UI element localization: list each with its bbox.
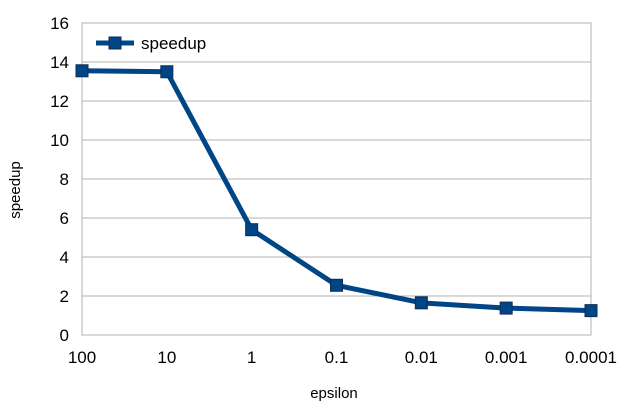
x-axis-tick-labels: 100 10 1 0.1 0.01 0.001 0.0001 xyxy=(68,348,617,367)
x-tick-label: 1 xyxy=(247,348,256,367)
y-axis-tick-labels: 0 2 4 6 8 10 12 14 16 xyxy=(50,14,69,345)
y-tick-label: 4 xyxy=(60,248,69,267)
series-group xyxy=(75,64,598,318)
x-tick-label: 0.1 xyxy=(325,348,349,367)
y-tick-label: 16 xyxy=(50,14,69,33)
x-tick-label: 100 xyxy=(68,348,96,367)
y-tick-label: 14 xyxy=(50,53,69,72)
data-point-marker xyxy=(499,301,513,315)
y-tick-label: 0 xyxy=(60,326,69,345)
data-point-marker xyxy=(414,296,428,310)
x-tick-label: 0.01 xyxy=(405,348,438,367)
data-point-marker xyxy=(584,304,598,318)
x-axis-title: epsilon xyxy=(310,385,358,402)
y-tick-label: 8 xyxy=(60,170,69,189)
x-tick-label: 0.0001 xyxy=(565,348,617,367)
data-point-marker xyxy=(75,64,89,78)
y-tick-label: 2 xyxy=(60,287,69,306)
y-tick-label: 12 xyxy=(50,92,69,111)
x-tick-label: 10 xyxy=(157,348,176,367)
legend: speedup xyxy=(96,34,206,53)
plot-area-border xyxy=(81,22,592,336)
data-point-marker xyxy=(245,223,259,237)
data-point-marker xyxy=(160,65,174,79)
y-tick-label: 10 xyxy=(50,131,69,150)
legend-marker-swatch xyxy=(108,36,122,50)
data-point-marker xyxy=(330,278,343,292)
x-tick-label: 0.001 xyxy=(485,348,528,367)
y-axis-title: speedup xyxy=(7,161,24,219)
y-tick-label: 6 xyxy=(60,209,69,228)
legend-label: speedup xyxy=(141,34,206,53)
series-line xyxy=(79,68,594,314)
